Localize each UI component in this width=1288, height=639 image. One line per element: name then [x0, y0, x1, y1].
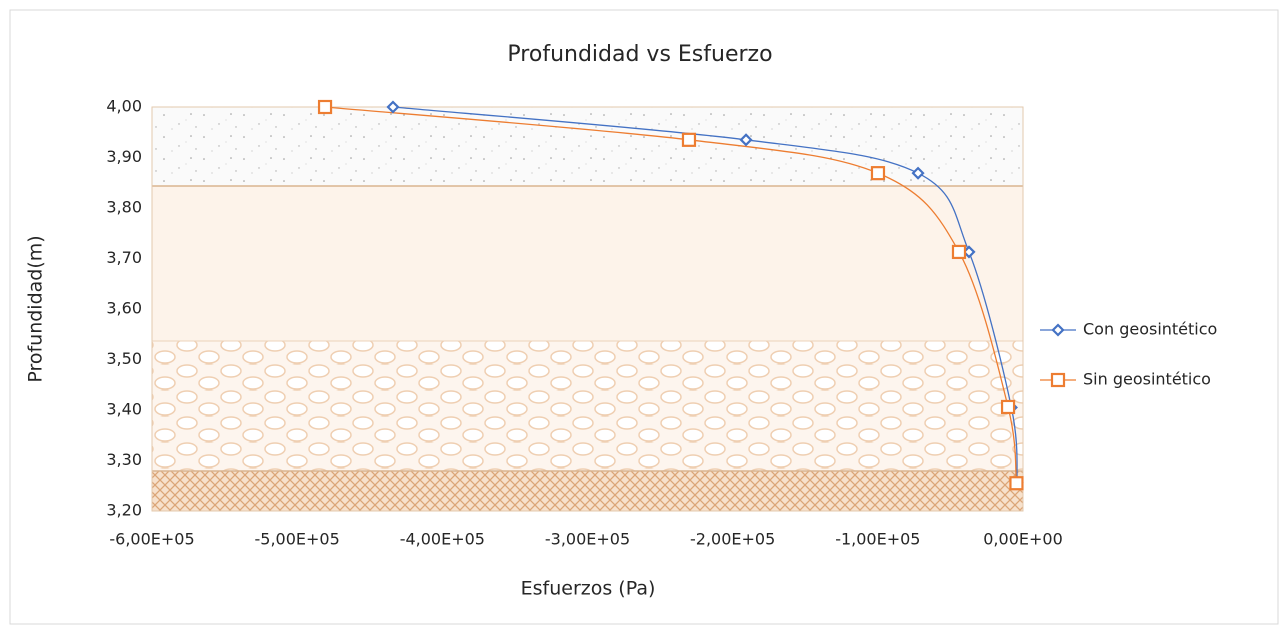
data-point	[870, 166, 886, 181]
legend-marker	[1050, 372, 1066, 388]
data-point	[681, 132, 697, 147]
chart-title: Profundidad vs Esfuerzo	[507, 42, 772, 67]
legend-label: Sin geosintético	[1083, 370, 1211, 389]
x-axis-label: Esfuerzos (Pa)	[521, 578, 656, 600]
soil-layers	[151, 106, 1024, 512]
x-tick-label: -3,00E+05	[545, 530, 630, 549]
y-tick-label: 3,70	[106, 248, 142, 267]
y-tick-label: 4,00	[106, 97, 142, 116]
data-point	[317, 99, 333, 115]
legend-label: Con geosintético	[1083, 320, 1217, 339]
x-tick-label: -2,00E+05	[690, 530, 775, 549]
data-point	[1009, 476, 1024, 491]
x-tick-label: -1,00E+05	[835, 530, 920, 549]
y-tick-label: 3,30	[106, 450, 142, 469]
data-point	[739, 133, 753, 147]
y-tick-label: 3,60	[106, 299, 142, 318]
legend-marker	[1051, 323, 1065, 337]
x-tick-label: -4,00E+05	[400, 530, 485, 549]
y-axis-label: Profundidad(m)	[25, 235, 47, 382]
data-point	[951, 244, 967, 260]
x-tick-label: -6,00E+05	[109, 530, 194, 549]
y-tick-label: 3,50	[106, 349, 142, 368]
data-point	[386, 100, 400, 114]
y-tick-label: 3,80	[106, 198, 142, 217]
y-tick-label: 3,40	[106, 400, 142, 419]
x-tick-label: 0,00E+00	[983, 530, 1063, 549]
y-tick-label: 3,20	[106, 501, 142, 520]
data-point	[1000, 399, 1016, 415]
y-tick-label: 3,90	[106, 147, 142, 166]
data-point	[911, 166, 925, 180]
x-tick-label: -5,00E+05	[255, 530, 340, 549]
